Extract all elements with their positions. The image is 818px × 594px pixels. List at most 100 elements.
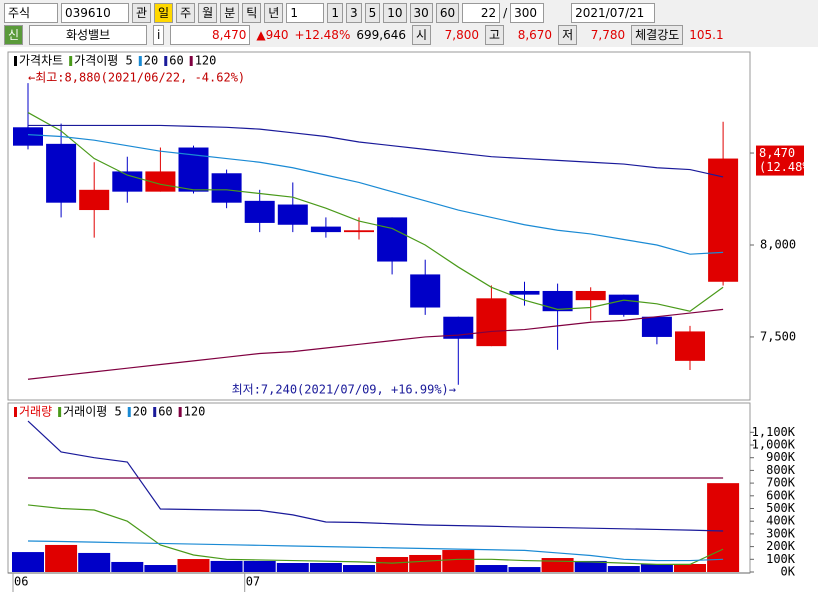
candle-body (310, 226, 341, 233)
volume-bar (607, 566, 640, 572)
legend-marker (189, 56, 193, 66)
period-button[interactable]: 주 (176, 3, 196, 23)
volume-panel (7, 402, 751, 574)
minute-button[interactable]: 5 (364, 3, 381, 23)
high: 8,670 (517, 28, 553, 42)
candle-body (46, 143, 77, 203)
volume-bar (111, 561, 144, 572)
volume-bar (508, 567, 541, 572)
unit-select[interactable]: 1 (286, 3, 325, 23)
stock-name: 화성밸브 (29, 25, 148, 45)
last-price-box (756, 145, 804, 176)
candle-body (211, 173, 242, 203)
volume-bar (12, 552, 44, 572)
legend-marker (153, 407, 157, 417)
candle-body (641, 316, 672, 337)
toolbar: 주식 039610 관 일 주 월 분 틱 년 1 1 3 5 10 30 60… (0, 0, 818, 47)
volume-bar (475, 565, 508, 572)
volume-bar (243, 560, 276, 572)
watch-button[interactable]: 관 (132, 3, 152, 23)
legend-label: 120 (195, 54, 217, 68)
legend-marker (127, 407, 131, 417)
y-tick-label: 400K (766, 514, 796, 528)
total-input[interactable]: 300 (510, 3, 545, 23)
period-button[interactable]: 월 (198, 3, 218, 23)
candle-body (277, 204, 308, 225)
period-button[interactable]: 틱 (242, 3, 262, 23)
candle-body (410, 274, 441, 308)
price: 8,470 (170, 25, 251, 45)
volume-bar (442, 550, 475, 572)
period-button[interactable]: 일 (154, 3, 174, 23)
y-tick-label: 1,100K (752, 425, 796, 439)
minute-button[interactable]: 3 (345, 3, 362, 23)
candle-body (244, 200, 275, 223)
volume-bar (78, 552, 111, 572)
period-button[interactable]: 년 (264, 3, 284, 23)
ma-line (28, 124, 724, 178)
legend-marker (138, 56, 142, 66)
rate: +12.48% (294, 28, 351, 42)
legend-marker (58, 407, 62, 417)
low: 7,780 (590, 28, 626, 42)
candle-body (79, 189, 110, 211)
market-select[interactable]: 주식 (4, 3, 58, 23)
ma-line (27, 134, 724, 255)
info-button[interactable]: i (153, 25, 165, 45)
label: 고 (485, 25, 505, 45)
volume-bar (144, 565, 177, 572)
minute-button[interactable]: 10 (383, 3, 407, 23)
legend-label: 20 (133, 405, 147, 419)
candle-body (377, 217, 408, 262)
y-tick-label: 600K (766, 488, 796, 502)
legend-marker (14, 407, 17, 417)
label: 체결강도 (631, 25, 684, 45)
candle-body (13, 127, 43, 146)
minute-button[interactable]: 30 (409, 3, 433, 23)
candle-body (443, 316, 474, 339)
open: 7,800 (444, 28, 480, 42)
candle-body (509, 290, 540, 295)
volume-bar (343, 565, 375, 572)
toolbar-row: 주식 039610 관 일 주 월 분 틱 년 1 1 3 5 10 30 60… (0, 3, 656, 23)
candle-body (476, 298, 507, 347)
y-tick-label: 300K (766, 526, 796, 540)
badge: 신 (4, 25, 24, 45)
date-input[interactable]: 2021/07/21 (571, 3, 656, 23)
volume-bar (210, 560, 243, 572)
legend-label: 가격이평 5 (74, 54, 133, 68)
volume-bar (376, 557, 409, 572)
candle-body (145, 171, 176, 192)
minute-button[interactable]: 1 (327, 3, 343, 23)
x-tick-label: 07 (246, 575, 260, 589)
y-tick-label: 8,000 (760, 237, 796, 251)
last-price: 8,470 (759, 146, 795, 160)
y-tick-label: 0K (781, 565, 796, 579)
y-tick-label: 200K (766, 539, 796, 553)
y-tick-label: 1,000K (752, 438, 796, 452)
volume-bar (707, 483, 740, 572)
x-tick-label: 06 (14, 575, 28, 589)
legend-label: 20 (144, 54, 158, 68)
candle-body (542, 290, 573, 312)
volume-bar (541, 558, 574, 572)
candle-body (708, 158, 739, 282)
candle-body (575, 290, 606, 301)
legend-label: 60 (169, 54, 183, 68)
code-input[interactable]: 039610 (61, 3, 129, 23)
change: ▲940 (256, 28, 289, 42)
candle-body (112, 171, 143, 192)
period-button[interactable]: 분 (220, 3, 240, 23)
volume-bar (276, 562, 309, 572)
candle-body (608, 294, 639, 315)
candle-body (675, 331, 705, 361)
ma-line (27, 308, 724, 380)
count-input[interactable]: 22 (462, 3, 501, 23)
quote-row: 신 화성밸브 i 8,470 ▲940 +12.48% 699,646 시 7,… (0, 25, 724, 45)
y-tick-label: 900K (766, 450, 796, 464)
separator: / (503, 6, 508, 20)
last-change: (12.48%) (759, 160, 817, 174)
minute-button[interactable]: 60 (435, 3, 460, 23)
